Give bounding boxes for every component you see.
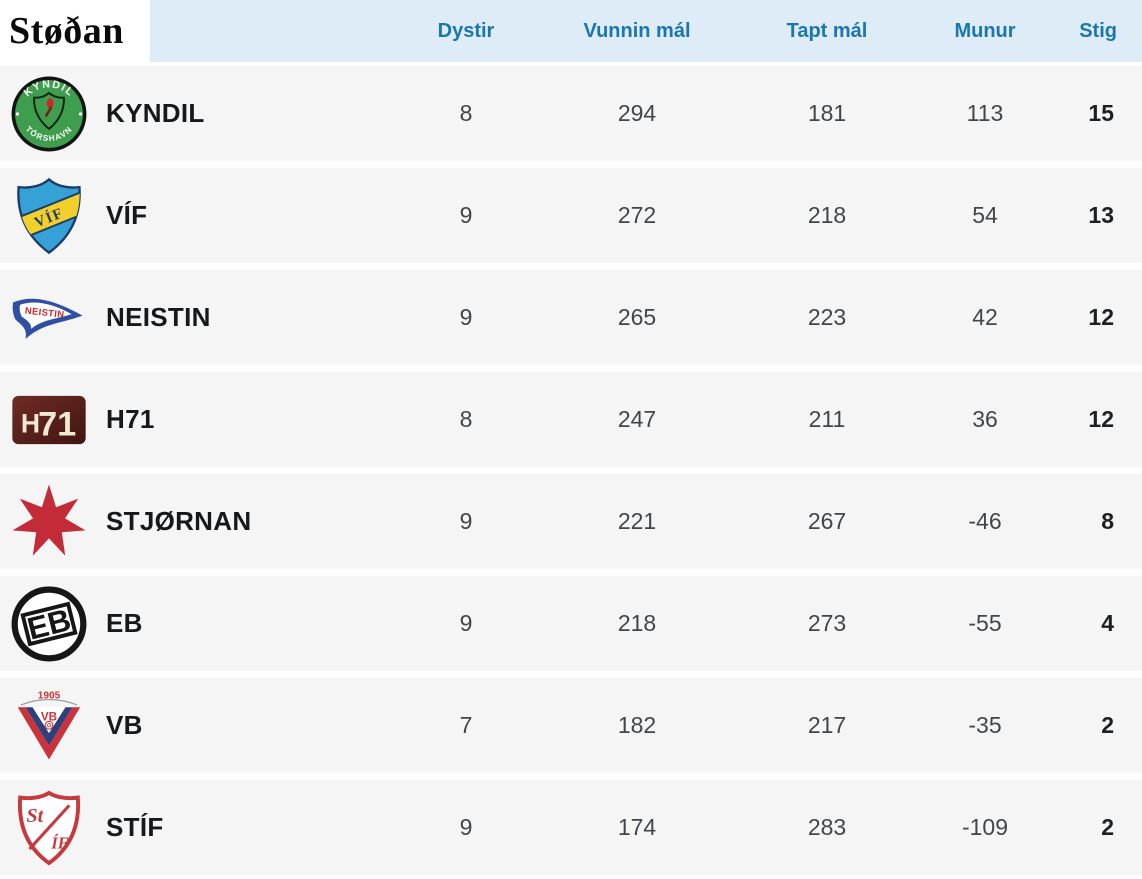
- stjornan-logo-icon: [10, 483, 88, 561]
- team-cell: NEISTIN: [0, 279, 380, 357]
- vunnin-mal-value: 182: [617, 712, 657, 738]
- page-title: Støðan: [9, 10, 124, 52]
- team-row[interactable]: H71 8 247 211 36 12: [0, 372, 1142, 467]
- tapt-mal-value: 223: [807, 304, 847, 330]
- neistin-logo-icon: [10, 279, 88, 357]
- title-box: Støðan: [0, 0, 150, 62]
- munur-value: 113: [966, 100, 1004, 126]
- vunnin-mal-value: 265: [617, 304, 657, 330]
- stig-value: 12: [1088, 304, 1114, 330]
- team-name: H71: [106, 404, 155, 434]
- tapt-mal-value: 181: [807, 100, 847, 126]
- stig-value: 8: [1101, 508, 1114, 534]
- vunnin-mal-value: 221: [617, 508, 657, 534]
- dystir-value: 8: [459, 100, 473, 126]
- team-cell: VÍF: [0, 177, 380, 255]
- dystir-value: 9: [459, 610, 473, 636]
- column-header-stig: Stig: [1079, 19, 1117, 42]
- team-cell: KYNDIL: [0, 75, 380, 153]
- column-header-dystir: Dystir: [437, 19, 495, 42]
- vunnin-mal-value: 247: [617, 406, 657, 432]
- team-cell: H71: [0, 381, 380, 459]
- munur-value: -35: [968, 712, 1002, 738]
- tapt-mal-value: 283: [807, 814, 847, 840]
- team-name: VÍF: [106, 200, 148, 230]
- team-cell: STÍF: [0, 789, 380, 867]
- team-name: STÍF: [106, 812, 164, 842]
- munur-value: 54: [972, 202, 998, 228]
- team-cell: EB: [0, 585, 380, 663]
- tapt-mal-value: 273: [807, 610, 847, 636]
- column-header-vunnin-mal: Vunnin mál: [583, 19, 691, 42]
- vunnin-mal-value: 174: [617, 814, 657, 840]
- h71-logo-icon: [10, 381, 88, 459]
- stig-value: 15: [1088, 100, 1114, 126]
- team-row[interactable]: KYNDIL 8 294 181 113 15: [0, 66, 1142, 161]
- stig-value: 12: [1088, 406, 1114, 432]
- team-name: KYNDIL: [106, 98, 205, 128]
- dystir-value: 7: [459, 712, 473, 738]
- vunnin-mal-value: 218: [617, 610, 657, 636]
- munur-value: 36: [972, 406, 998, 432]
- team-row[interactable]: VÍF 9 272 218 54 13: [0, 168, 1142, 263]
- team-name: EB: [106, 608, 143, 638]
- vunnin-mal-value: 294: [617, 100, 657, 126]
- standings-table: KYNDIL 8 294 181 113 15 VÍF 9 272 218 54…: [0, 66, 1142, 875]
- vif-logo-icon: [10, 177, 88, 255]
- column-header-tapt-mal: Tapt mál: [786, 19, 868, 42]
- stig-value: 2: [1101, 712, 1114, 738]
- column-header-munur: Munur: [954, 19, 1016, 42]
- team-name: VB: [106, 710, 143, 740]
- team-row[interactable]: STJØRNAN 9 221 267 -46 8: [0, 474, 1142, 569]
- eb-logo-icon: [10, 585, 88, 663]
- team-cell: STJØRNAN: [0, 483, 380, 561]
- dystir-value: 9: [459, 814, 473, 840]
- dystir-value: 9: [459, 202, 473, 228]
- munur-value: -109: [961, 814, 1009, 840]
- munur-value: 42: [972, 304, 998, 330]
- tapt-mal-value: 218: [807, 202, 847, 228]
- team-name: STJØRNAN: [106, 506, 252, 536]
- table-header: Støðan Dystir Vunnin mál Tapt mál Munur …: [0, 0, 1142, 62]
- dystir-value: 9: [459, 508, 473, 534]
- vunnin-mal-value: 272: [617, 202, 657, 228]
- munur-value: -46: [968, 508, 1002, 534]
- tapt-mal-value: 267: [807, 508, 847, 534]
- stig-value: 13: [1088, 202, 1114, 228]
- dystir-value: 8: [459, 406, 473, 432]
- team-cell: VB: [0, 687, 380, 765]
- stif-logo-icon: [10, 789, 88, 867]
- stig-value: 2: [1101, 814, 1114, 840]
- team-name: NEISTIN: [106, 302, 211, 332]
- stig-value: 4: [1101, 610, 1114, 636]
- munur-value: -55: [968, 610, 1002, 636]
- vb-logo-icon: [10, 687, 88, 765]
- tapt-mal-value: 217: [807, 712, 847, 738]
- team-row[interactable]: NEISTIN 9 265 223 42 12: [0, 270, 1142, 365]
- team-row[interactable]: EB 9 218 273 -55 4: [0, 576, 1142, 671]
- team-row[interactable]: VB 7 182 217 -35 2: [0, 678, 1142, 773]
- kyndil-logo-icon: [10, 75, 88, 153]
- tapt-mal-value: 211: [808, 406, 846, 432]
- team-row[interactable]: STÍF 9 174 283 -109 2: [0, 780, 1142, 875]
- dystir-value: 9: [459, 304, 473, 330]
